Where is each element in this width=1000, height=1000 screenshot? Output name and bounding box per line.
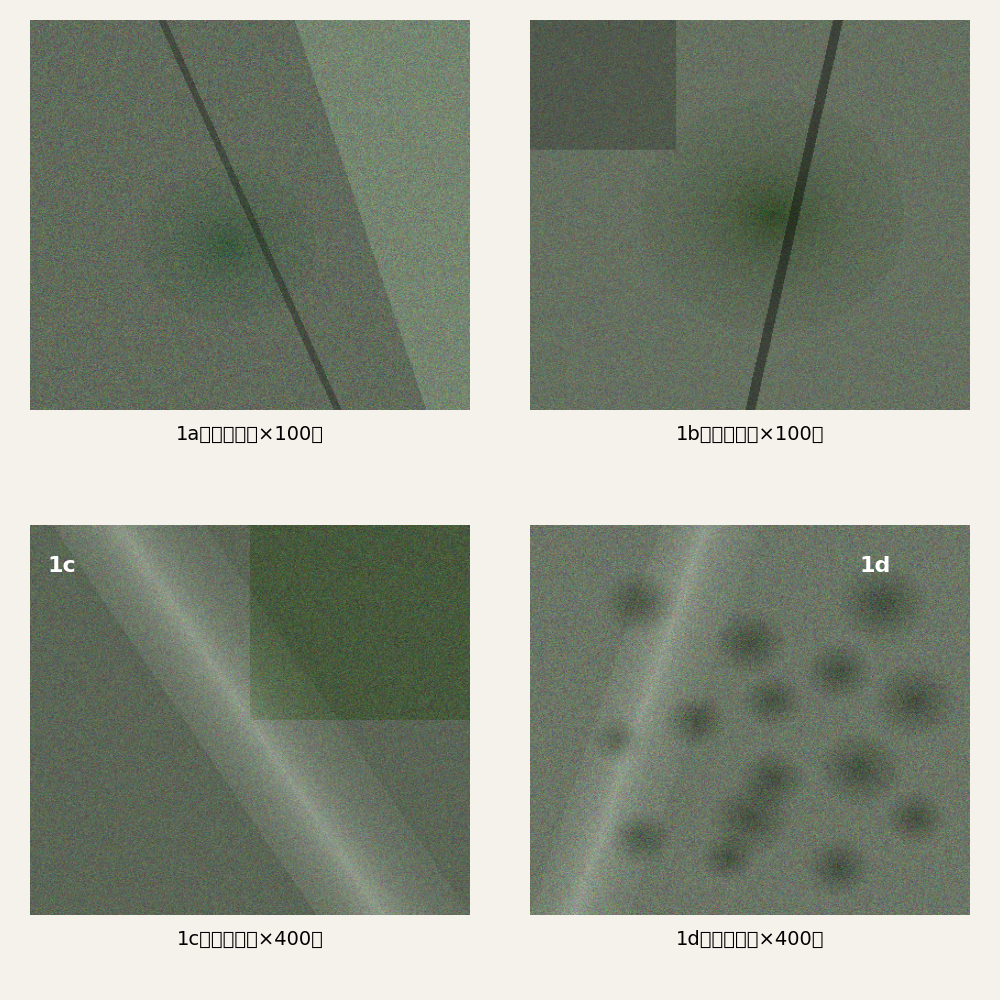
Text: 1c：对照组（×400）: 1c：对照组（×400） [177, 930, 323, 949]
Text: 1c: 1c [48, 556, 76, 576]
Text: 1a：对照组（×100）: 1a：对照组（×100） [176, 425, 324, 444]
Text: 1b：实验组（×100）: 1b：实验组（×100） [676, 425, 824, 444]
Text: 1d: 1d [860, 556, 891, 576]
Text: 1d：实验组（×400）: 1d：实验组（×400） [676, 930, 824, 949]
